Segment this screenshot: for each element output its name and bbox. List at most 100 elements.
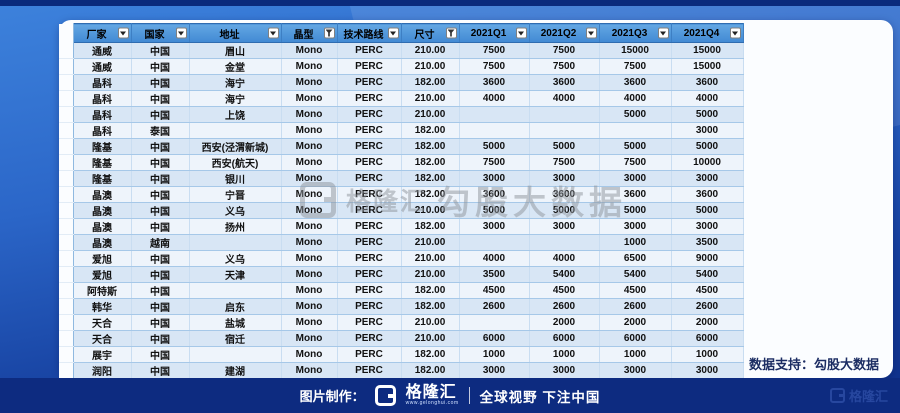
cell-country: 中国	[131, 154, 190, 171]
row-gutter-cell	[59, 42, 74, 59]
cell-q3: 1000	[599, 234, 672, 251]
cell-tech: PERC	[337, 42, 402, 59]
cell-crystal: Mono	[281, 330, 338, 347]
cell-size: 210.00	[401, 234, 460, 251]
filter-dropdown-icon[interactable]	[117, 27, 129, 39]
column-header: 2021Q1	[459, 23, 530, 43]
row-gutter-cell	[59, 234, 74, 251]
row-gutter-cell	[59, 58, 74, 75]
cell-crystal: Mono	[281, 138, 338, 155]
cell-q2	[529, 106, 600, 123]
cell-address: 西安(泾渭新城)	[189, 138, 282, 155]
table-row: 晶科 中国 海宁 Mono PERC 210.00 4000 4000 4000 4000	[59, 90, 744, 107]
spreadsheet-card: 厂家 国家 地址 晶型 技术路线 尺寸 2021Q1 2021Q2 2021Q3 2021Q4 通…	[59, 20, 893, 412]
filter-dropdown-icon[interactable]	[657, 27, 669, 39]
footer-divider	[468, 387, 470, 404]
cell-size: 182.00	[401, 282, 460, 299]
cell-tech: PERC	[337, 314, 402, 331]
cell-address: 金堂	[189, 58, 282, 75]
cell-q2: 4500	[529, 282, 600, 299]
cell-q3: 5400	[599, 266, 672, 283]
cell-tech: PERC	[337, 154, 402, 171]
cell-q1: 3000	[459, 362, 530, 379]
filter-dropdown-icon[interactable]	[515, 27, 527, 39]
cell-q4: 3000	[671, 218, 744, 235]
row-gutter-cell	[59, 282, 74, 299]
capacity-table: 厂家 国家 地址 晶型 技术路线 尺寸 2021Q1 2021Q2 2021Q3 2021Q4 通…	[59, 23, 744, 412]
cell-maker: 天合	[73, 314, 132, 331]
filter-dropdown-icon[interactable]	[585, 27, 597, 39]
cell-q2: 5400	[529, 266, 600, 283]
filter-dropdown-icon[interactable]	[267, 27, 279, 39]
cell-q3	[599, 122, 672, 139]
cell-country: 中国	[131, 314, 190, 331]
cell-tech: PERC	[337, 74, 402, 91]
cell-country: 中国	[131, 202, 190, 219]
dropdown-arrow-glyph	[660, 31, 666, 35]
cell-maker: 晶澳	[73, 234, 132, 251]
cell-tech: PERC	[337, 362, 402, 379]
filter-dropdown-icon[interactable]	[175, 27, 187, 39]
cell-q2: 4000	[529, 250, 600, 267]
column-header: 尺寸	[401, 23, 460, 43]
cell-q2: 1000	[529, 346, 600, 363]
filter-funnel-icon[interactable]	[445, 27, 457, 39]
cell-crystal: Mono	[281, 250, 338, 267]
cell-size: 182.00	[401, 218, 460, 235]
corner-brand-label: 格隆汇	[848, 389, 888, 404]
cell-address: 宿迁	[189, 330, 282, 347]
cell-q1: 3600	[459, 74, 530, 91]
cell-country: 中国	[131, 362, 190, 379]
cell-q2: 3600	[529, 186, 600, 203]
cell-q3: 2000	[599, 314, 672, 331]
column-header-label: 2021Q2	[540, 27, 577, 39]
brand-url: www.gelonghui.com	[405, 400, 459, 406]
cell-q4: 5000	[671, 138, 744, 155]
cell-crystal: Mono	[281, 202, 338, 219]
gelonghui-logo-icon	[829, 388, 846, 403]
cell-q1: 3500	[459, 266, 530, 283]
cell-q4: 4000	[671, 90, 744, 107]
cell-maker: 晶科	[73, 106, 132, 123]
cell-q3: 6500	[599, 250, 672, 267]
cell-country: 中国	[131, 170, 190, 187]
cell-country: 中国	[131, 90, 190, 107]
cell-maker: 隆基	[73, 138, 132, 155]
cell-q3: 7500	[599, 154, 672, 171]
column-header-label: 技术路线	[343, 29, 384, 41]
cell-q3: 4000	[599, 90, 672, 107]
cell-country: 中国	[131, 346, 190, 363]
table-row: 隆基 中国 西安(航天) Mono PERC 182.00 7500 7500 7500 1000…	[59, 154, 744, 171]
cell-size: 210.00	[401, 330, 460, 347]
column-header-label: 2021Q4	[683, 27, 720, 39]
cell-q3: 3600	[599, 74, 672, 91]
cell-crystal: Mono	[281, 314, 338, 331]
cell-q1: 3000	[459, 170, 530, 187]
cell-q4: 3600	[671, 74, 744, 91]
filter-dropdown-icon[interactable]	[387, 27, 399, 39]
cell-country: 泰国	[131, 122, 190, 139]
cell-q4: 10000	[671, 154, 744, 171]
filter-funnel-icon[interactable]	[323, 27, 335, 39]
cell-q4: 1000	[671, 346, 744, 363]
dropdown-arrow-glyph	[588, 31, 594, 35]
cell-crystal: Mono	[281, 266, 338, 283]
cell-size: 182.00	[401, 74, 460, 91]
table-row: 晶澳 越南 Mono PERC 210.00 1000 3500	[59, 234, 744, 251]
cell-maker: 晶澳	[73, 202, 132, 219]
cell-crystal: Mono	[281, 346, 338, 363]
cell-q3: 6000	[599, 330, 672, 347]
top-navy-strip	[0, 0, 900, 6]
cell-maker: 晶科	[73, 90, 132, 107]
dropdown-arrow-glyph	[390, 31, 396, 35]
filter-dropdown-icon[interactable]	[729, 27, 741, 39]
cell-address: 义乌	[189, 202, 282, 219]
cell-q2: 3000	[529, 362, 600, 379]
cell-size: 182.00	[401, 170, 460, 187]
cell-q3: 3000	[599, 218, 672, 235]
cell-maker: 爱旭	[73, 266, 132, 283]
cell-q4: 15000	[671, 42, 744, 59]
cell-q3: 7500	[599, 58, 672, 75]
column-header-label: 2021Q1	[470, 27, 507, 39]
cell-q1: 7500	[459, 154, 530, 171]
